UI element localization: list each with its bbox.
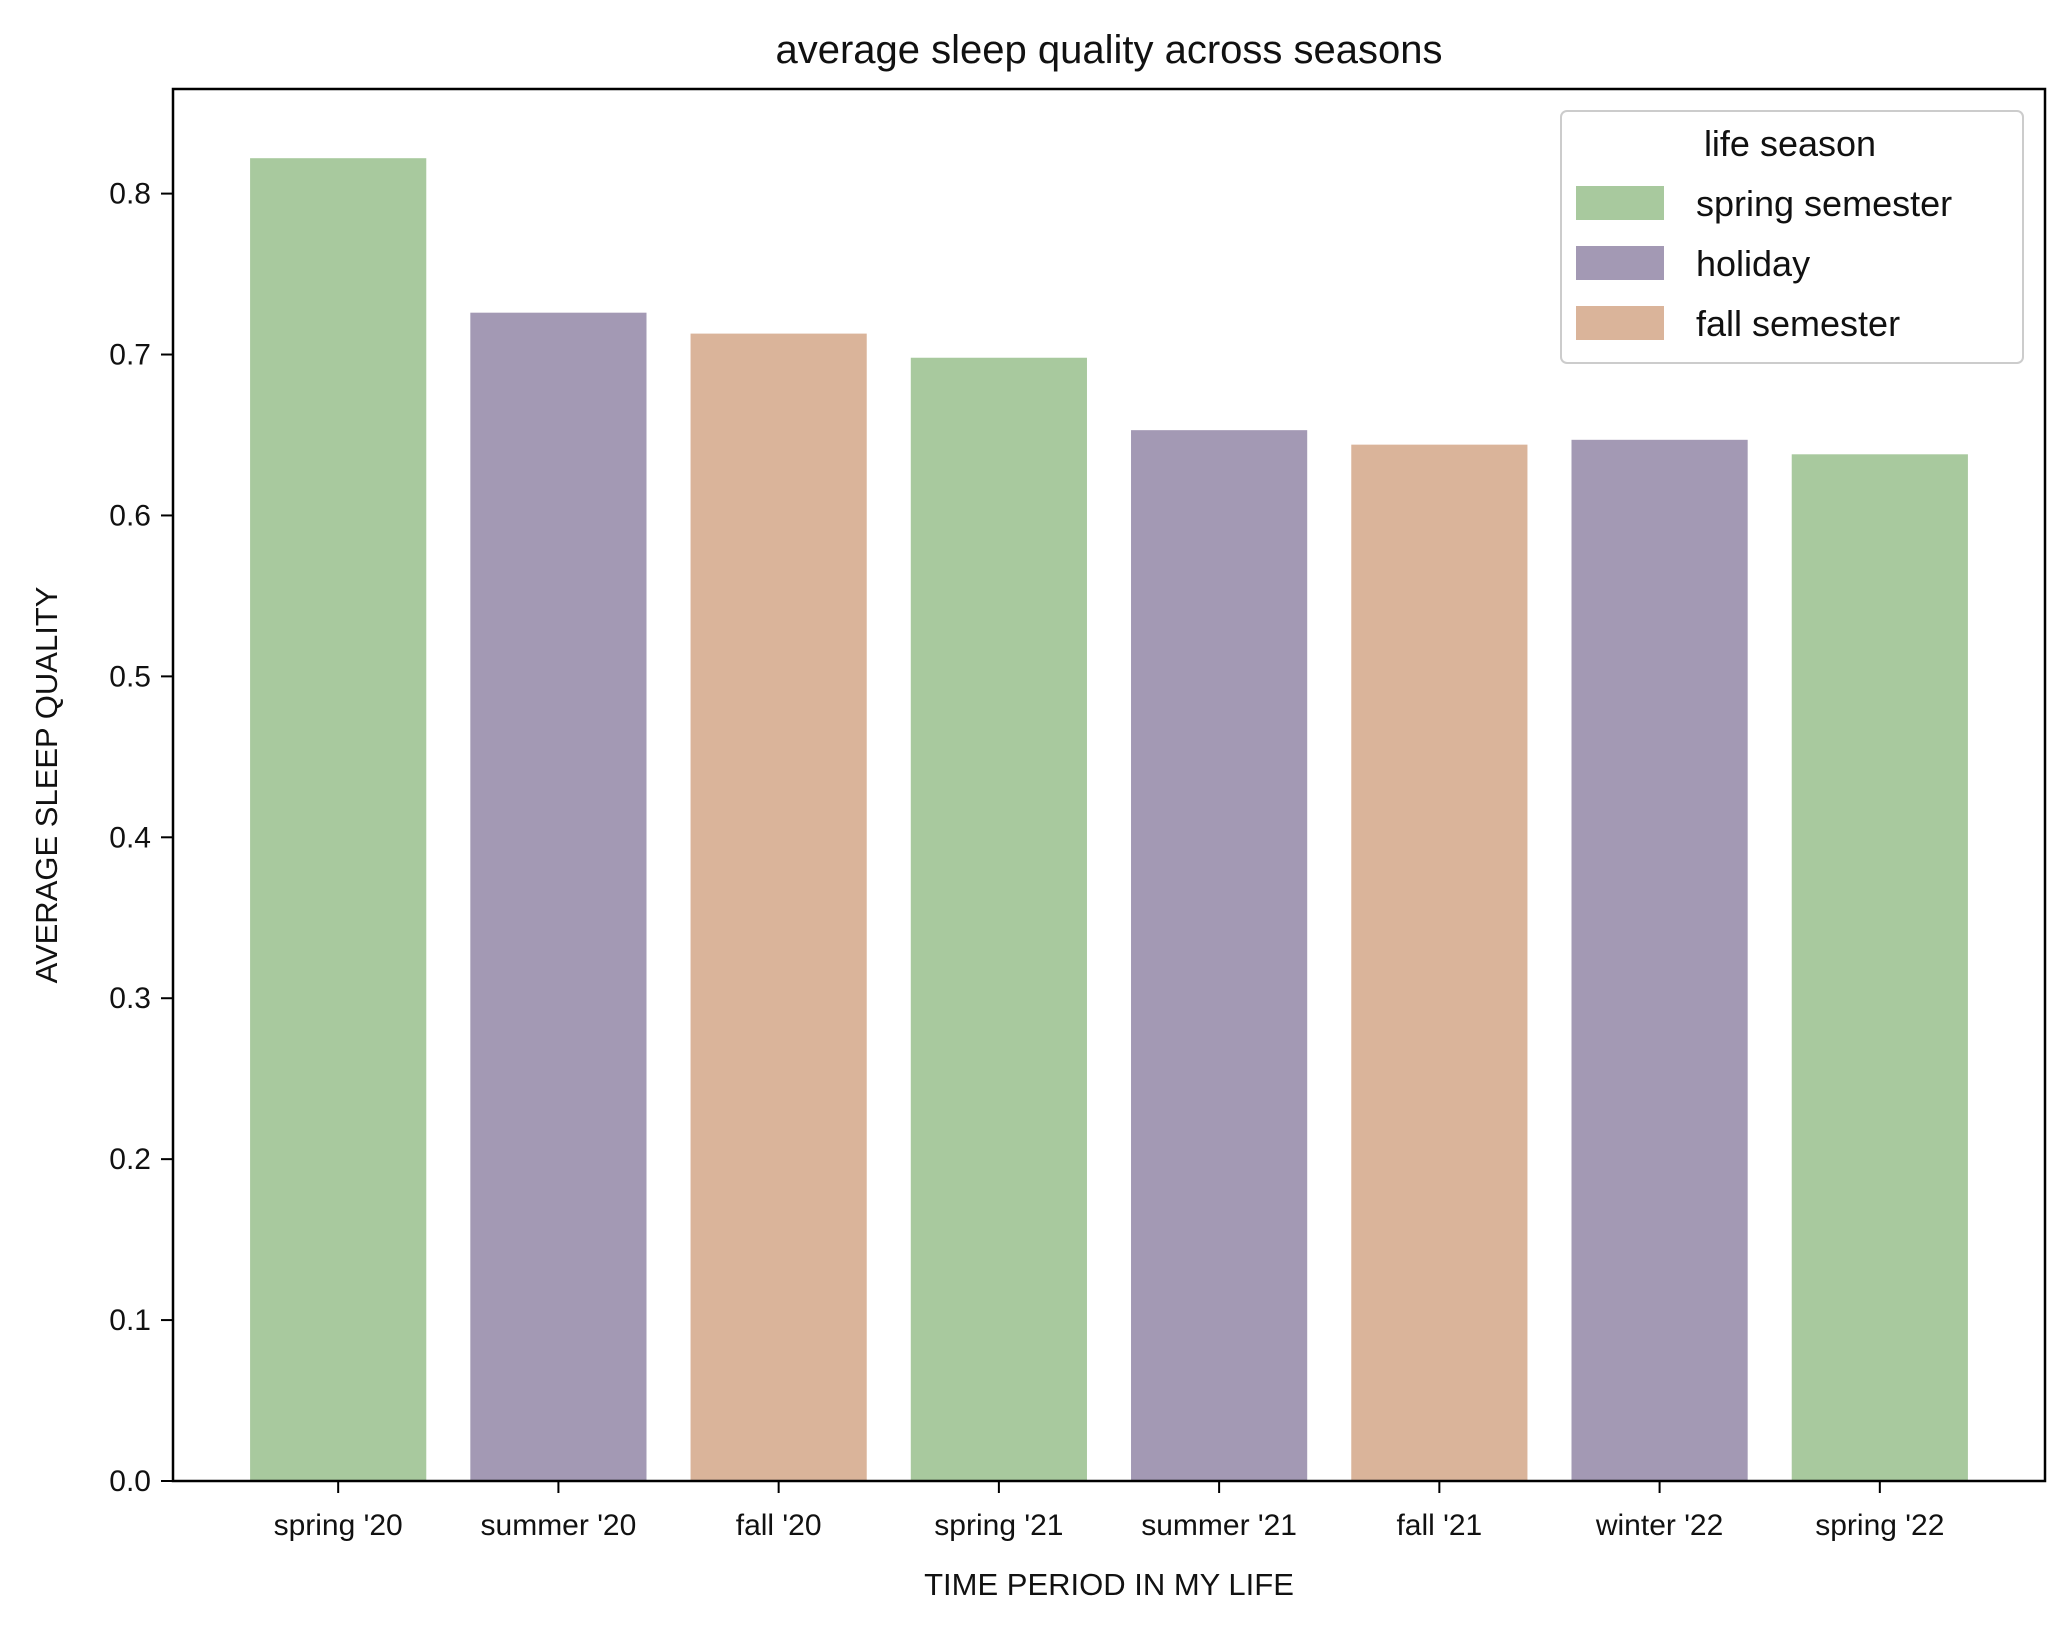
legend-label-holiday: holiday <box>1696 243 1810 284</box>
y-tick-label: 0.3 <box>109 982 151 1015</box>
x-tick-label: spring '21 <box>934 1509 1063 1542</box>
bar-summer-21 <box>1131 430 1308 1482</box>
bar-spring-20 <box>250 158 427 1481</box>
y-tick-label: 0.7 <box>109 339 151 372</box>
chart-title: average sleep quality across seasons <box>775 28 1442 72</box>
x-tick-label: spring '22 <box>1815 1509 1944 1542</box>
bar-winter-22 <box>1571 439 1748 1482</box>
bar-fall-21 <box>1351 444 1528 1481</box>
bar-spring-21 <box>910 357 1087 1481</box>
x-tick-label: spring '20 <box>274 1509 403 1542</box>
y-tick-label: 0.5 <box>109 660 151 693</box>
legend-swatch-holiday <box>1576 246 1664 280</box>
x-tick-label: fall '20 <box>736 1509 822 1542</box>
y-tick-label: 0.2 <box>109 1143 151 1176</box>
y-axis-title: AVERAGE SLEEP QUALITY <box>29 587 64 984</box>
legend-frame <box>1560 110 2024 364</box>
bars-group <box>250 158 1968 1482</box>
y-tick-label: 0.6 <box>109 499 151 532</box>
x-tick-label: summer '21 <box>1141 1509 1297 1542</box>
y-tick-label: 0.1 <box>109 1304 151 1337</box>
y-tick-label: 0.0 <box>109 1465 151 1498</box>
x-axis: spring '20 summer '20 fall '20 spring '21 su… <box>274 1481 1944 1542</box>
x-tick-label: summer '20 <box>481 1509 637 1542</box>
legend-swatch-fall-semester <box>1576 306 1664 340</box>
x-axis-title: TIME PERIOD IN MY LIFE <box>924 1567 1294 1602</box>
bar-spring-22 <box>1791 454 1968 1481</box>
legend: life season spring semester holiday fall… <box>1560 110 2024 364</box>
y-axis: 0.0 0.1 0.2 0.3 0.4 0.5 0.6 0.7 0.8 <box>109 178 173 1498</box>
y-tick-label: 0.8 <box>109 178 151 211</box>
x-tick-label: winter '22 <box>1595 1509 1723 1542</box>
x-tick-label: fall '21 <box>1396 1509 1482 1542</box>
plot-frame <box>171 87 2047 1483</box>
bar-fall-20 <box>690 333 867 1482</box>
legend-label-spring-semester: spring semester <box>1696 183 1952 224</box>
bar-summer-20 <box>470 312 647 1481</box>
y-tick-label: 0.4 <box>109 821 151 854</box>
legend-swatch-spring-semester <box>1576 186 1664 220</box>
legend-label-fall-semester: fall semester <box>1696 303 1900 344</box>
legend-title: life season <box>1704 123 1876 164</box>
